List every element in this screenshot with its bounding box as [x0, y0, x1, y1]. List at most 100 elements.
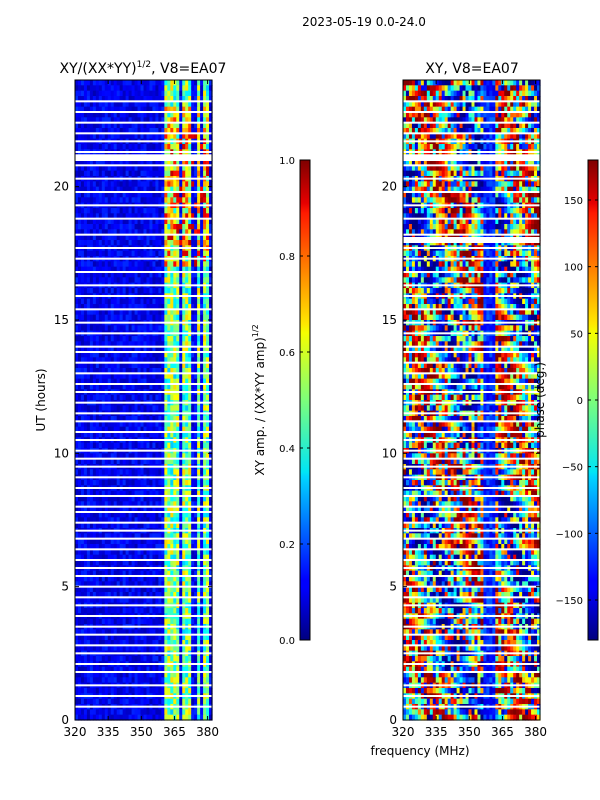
heatmap-cell	[200, 336, 204, 342]
heatmap-cell	[107, 592, 112, 598]
heatmap-cell	[116, 325, 121, 332]
heatmap-cell	[206, 394, 210, 401]
heatmap-cell	[149, 218, 154, 225]
heatmap-cell	[77, 346, 82, 353]
heatmap-cell	[152, 357, 157, 364]
heatmap-cell	[161, 522, 165, 529]
heatmap-cell	[80, 304, 85, 310]
heatmap-cell	[131, 144, 136, 150]
heatmap-cell	[170, 645, 174, 652]
heatmap-cell	[80, 608, 85, 614]
heatmap-cell	[149, 656, 154, 662]
heatmap-cell	[86, 634, 91, 641]
heatmap-cell	[200, 101, 204, 108]
heatmap-cell	[110, 394, 115, 401]
heatmap-cell	[80, 197, 85, 204]
heatmap-cell	[143, 426, 148, 433]
heatmap-cell	[113, 122, 118, 129]
heatmap-cell	[95, 490, 100, 497]
heatmap-cell	[179, 144, 183, 150]
heatmap-cell	[75, 80, 79, 86]
heatmap-cell	[149, 597, 154, 604]
heatmap-cell	[164, 346, 168, 353]
heatmap-cell	[182, 581, 186, 588]
heatmap-cell	[185, 213, 189, 220]
heatmap-cell	[92, 432, 97, 438]
heatmap-cell	[113, 234, 118, 241]
heatmap-cell	[75, 554, 79, 561]
heatmap-cell	[161, 346, 165, 353]
heatmap-cell	[89, 581, 94, 588]
heatmap-cell	[110, 442, 115, 449]
heatmap-cell	[122, 384, 127, 390]
heatmap-cell	[152, 549, 157, 556]
heatmap-cell	[179, 533, 183, 540]
heatmap-cell	[173, 218, 177, 225]
heatmap-cell	[89, 208, 94, 214]
heatmap-cell	[125, 634, 130, 641]
heatmap-cell	[200, 384, 204, 390]
heatmap-cell	[209, 122, 213, 129]
heatmap-cell	[140, 240, 145, 246]
heatmap-cell	[104, 80, 109, 86]
heatmap-cell	[140, 469, 145, 476]
heatmap-cell	[86, 90, 91, 97]
heatmap-cell	[170, 405, 174, 412]
heatmap-cell	[167, 426, 171, 433]
heatmap-cell	[80, 325, 85, 332]
heatmap-cell	[104, 186, 109, 193]
heatmap-cell	[149, 378, 154, 385]
heatmap-cell	[188, 581, 192, 588]
heatmap-cell	[134, 501, 139, 508]
heatmap-cell	[170, 586, 174, 593]
heatmap-cell	[89, 490, 94, 497]
heatmap-cell	[119, 656, 124, 662]
heatmap-cell	[185, 480, 189, 486]
heatmap-cell	[149, 165, 154, 172]
heatmap-cell	[182, 634, 186, 641]
heatmap-cell	[122, 378, 127, 385]
heatmap-cell	[209, 394, 213, 401]
heatmap-cell	[203, 250, 207, 257]
heatmap-cell	[128, 181, 133, 188]
heatmap-cell	[119, 96, 124, 102]
heatmap-cell	[191, 517, 195, 524]
heatmap-cell	[188, 170, 192, 177]
heatmap-cell	[158, 341, 162, 348]
heatmap-cell	[182, 80, 186, 86]
heatmap-cell	[182, 533, 186, 540]
heatmap-cell	[122, 213, 127, 220]
heatmap-cell	[107, 160, 112, 166]
heatmap-cell	[182, 277, 186, 284]
heatmap-cell	[197, 213, 201, 220]
heatmap-cell	[119, 117, 124, 124]
heatmap-cell	[167, 197, 171, 204]
heatmap-cell	[185, 160, 189, 166]
heatmap-cell	[119, 186, 124, 193]
heatmap-cell	[83, 384, 88, 390]
heatmap-cell	[179, 586, 183, 593]
heatmap-cell	[77, 234, 82, 241]
heatmap-cell	[104, 501, 109, 508]
heatmap-cell	[125, 629, 130, 636]
heatmap-cell	[170, 442, 174, 449]
heatmap-cell	[155, 133, 159, 140]
heatmap-cell	[164, 378, 168, 385]
heatmap-cell	[92, 218, 97, 225]
heatmap-cell	[113, 426, 118, 433]
heatmap-cell	[140, 570, 145, 577]
heatmap-cell	[128, 656, 133, 662]
heatmap-cell	[122, 272, 127, 278]
heatmap-cell	[203, 357, 207, 364]
heatmap-cell	[164, 352, 168, 358]
heatmap-cell	[146, 133, 151, 140]
heatmap-cell	[170, 170, 174, 177]
heatmap-cell	[92, 85, 97, 92]
heatmap-cell	[158, 490, 162, 497]
heatmap-cell	[89, 645, 94, 652]
heatmap-cell	[179, 581, 183, 588]
heatmap-cell	[77, 522, 82, 529]
heatmap-cell	[101, 378, 106, 385]
heatmap-cell	[107, 426, 112, 433]
heatmap-cell	[104, 357, 109, 364]
